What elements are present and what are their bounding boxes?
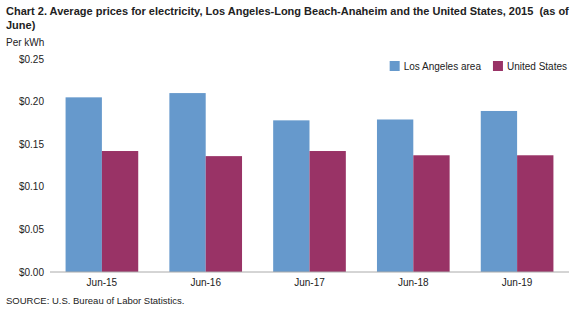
y-tick-label: $0.10 (19, 181, 44, 192)
y-tick-label: $0.05 (19, 224, 44, 235)
bar (377, 119, 413, 272)
x-tick-label: Jun-19 (502, 277, 533, 288)
title: Chart 2. Average prices for electricity,… (6, 5, 569, 31)
y-tick-label: $0.20 (19, 96, 44, 107)
bar (169, 93, 205, 272)
bar (66, 97, 102, 272)
x-tick-label: Jun-15 (87, 277, 118, 288)
bar (517, 155, 553, 272)
title-line: June) (6, 19, 36, 31)
bar (481, 111, 517, 272)
legend-swatch (390, 61, 400, 71)
legend: Los Angeles area United States (390, 61, 567, 72)
chart: Chart 2. Average prices for electricity,… (0, 0, 579, 310)
bar (206, 156, 242, 272)
x-axis-line (50, 272, 569, 273)
y-axis-label: Per kWh (6, 37, 44, 48)
x-tick-label: Jun-17 (294, 277, 325, 288)
y-tick-label: $0.15 (19, 139, 44, 150)
title-line: Chart 2. Average prices for electricity,… (6, 5, 569, 17)
bar (273, 120, 309, 272)
legend-label: Los Angeles area (404, 61, 482, 72)
y-tick-label: $0.25 (19, 54, 44, 65)
y-tick-label: $0.00 (19, 267, 44, 278)
bar (413, 155, 449, 272)
bars (66, 93, 554, 272)
legend-swatch (493, 61, 503, 71)
x-tick-label: Jun-18 (398, 277, 429, 288)
legend-label: United States (507, 61, 567, 72)
bar (102, 151, 138, 272)
source-note: SOURCE: U.S. Bureau of Labor Statistics. (6, 295, 184, 306)
x-tick-label: Jun-16 (190, 277, 221, 288)
bar (310, 151, 346, 272)
